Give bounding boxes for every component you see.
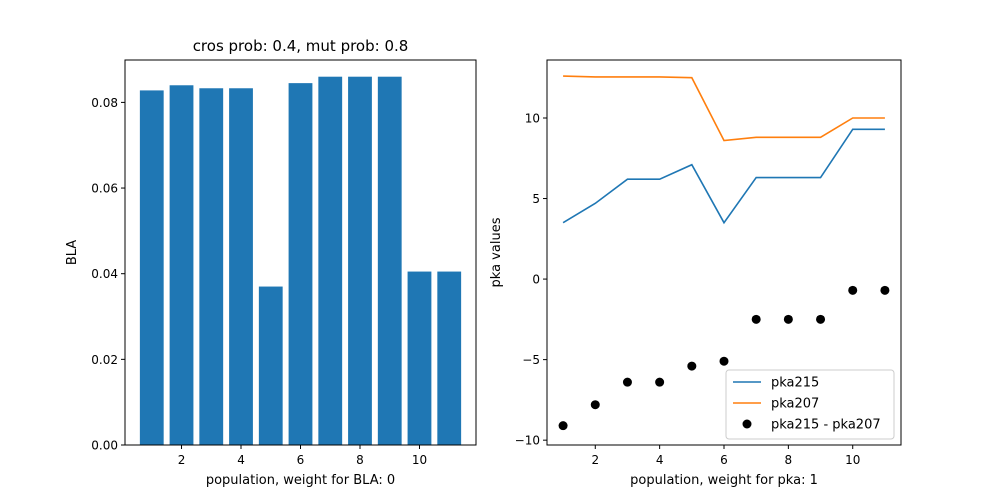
bar-10 <box>407 271 432 445</box>
bar-series <box>139 76 462 446</box>
right-y-ticks: −10 −5 0 5 10 <box>515 111 547 448</box>
left-chart-title: cros prob: 0.4, mut prob: 0.8 <box>193 37 409 55</box>
bar-6 <box>288 83 313 445</box>
scatter-point-10 <box>848 285 858 295</box>
left-x-tick-label-2: 2 <box>178 453 186 467</box>
bar-5 <box>258 286 283 445</box>
right-x-tick-label-6: 6 <box>720 453 728 467</box>
left-x-axis-label: population, weight for BLA: 0 <box>206 473 395 488</box>
bar-11 <box>437 271 462 445</box>
legend-label-difference: pka215 - pka207 <box>771 418 881 433</box>
bar-9 <box>377 76 402 445</box>
pka-series-group <box>558 75 890 431</box>
left-x-tick-label-6: 6 <box>297 453 305 467</box>
right-x-tick-label-2: 2 <box>591 453 599 467</box>
right-y-tick-label-0: 0 <box>532 273 540 287</box>
right-x-ticks: 2 4 6 8 10 <box>591 445 860 467</box>
bar-8 <box>348 76 372 445</box>
legend-swatch-difference <box>742 419 752 429</box>
left-y-tick-label-0: 0.00 <box>91 439 118 453</box>
right-x-axis-label: population, weight for pka: 1 <box>630 473 818 488</box>
legend-label-pka215: pka215 <box>771 376 819 391</box>
right-y-tick-label--10: −10 <box>515 434 540 448</box>
bar-4 <box>229 88 253 445</box>
left-y-tick-label-3: 0.06 <box>91 182 118 196</box>
left-x-tick-label-10: 10 <box>412 453 427 467</box>
legend-label-pka207: pka207 <box>771 397 819 412</box>
legend: pka215 pka207 pka215 - pka207 <box>725 369 895 440</box>
right-x-tick-label-4: 4 <box>656 453 664 467</box>
scatter-point-7 <box>751 314 761 324</box>
left-y-tick-label-1: 0.02 <box>91 353 118 367</box>
bar-2 <box>169 85 194 446</box>
bar-1 <box>139 90 164 445</box>
left-y-ticks: 0.00 0.02 0.04 0.06 0.08 <box>91 96 125 453</box>
scatter-point-5 <box>687 361 697 371</box>
right-y-tick-label-5: 5 <box>532 192 540 206</box>
scatter-point-8 <box>783 314 793 324</box>
pka-line-chart: 2 4 6 8 10 −10 −5 0 5 10 population, weight for … <box>489 59 902 488</box>
scatter-point-3 <box>622 377 632 387</box>
right-y-tick-label-10: 10 <box>525 111 540 125</box>
scatter-point-6 <box>719 356 729 366</box>
scatter-point-9 <box>816 314 826 324</box>
left-x-tick-label-4: 4 <box>237 453 245 467</box>
bar-7 <box>318 76 343 445</box>
left-y-tick-label-4: 0.08 <box>91 96 118 110</box>
bar-3 <box>199 88 224 445</box>
left-x-ticks: 2 4 6 8 10 <box>178 445 427 467</box>
series-line-pka215 <box>562 128 885 225</box>
left-x-tick-label-8: 8 <box>356 453 364 467</box>
right-y-tick-label--5: −5 <box>522 353 540 367</box>
scatter-point-2 <box>590 400 600 410</box>
scatter-point-11 <box>880 285 890 295</box>
scatter-point-1 <box>558 421 568 431</box>
bla-bar-chart: 2 4 6 8 10 0.00 0.02 0.04 0.06 0.08 cros prob: 0… <box>65 37 477 488</box>
scatter-point-4 <box>655 377 665 387</box>
left-y-tick-label-2: 0.04 <box>91 267 118 281</box>
legend-box <box>725 369 895 440</box>
right-x-tick-label-8: 8 <box>785 453 793 467</box>
right-x-tick-label-10: 10 <box>845 453 860 467</box>
series-line-pka207 <box>563 75 885 142</box>
right-y-axis-label: pka values <box>489 217 504 287</box>
left-y-axis-label: BLA <box>65 240 80 265</box>
